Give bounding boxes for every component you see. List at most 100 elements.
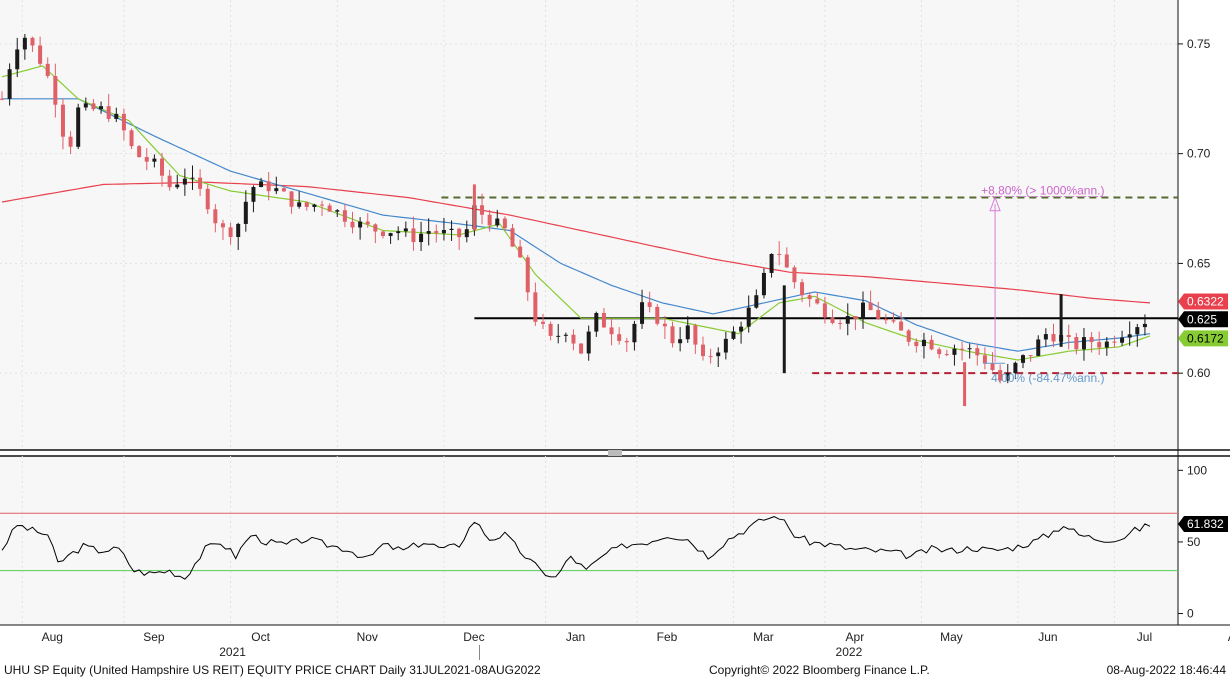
- candle-body: [1142, 323, 1147, 328]
- candle-body: [586, 331, 591, 354]
- candle-body: [579, 343, 584, 354]
- candle-body: [723, 338, 728, 353]
- candle-body: [929, 339, 934, 350]
- candle-spike: [782, 285, 786, 374]
- down-move-label: 4.00% (-84.47%ann.): [991, 371, 1104, 385]
- candle-body: [960, 348, 965, 350]
- candle-body: [662, 323, 667, 327]
- candle-body: [1013, 362, 1018, 374]
- candle-body: [670, 326, 675, 344]
- candle-body: [624, 340, 629, 343]
- candle-body: [487, 214, 492, 226]
- candle-body: [358, 221, 363, 228]
- candle-body: [1043, 334, 1048, 340]
- candle-body: [441, 229, 446, 234]
- candle-body: [396, 231, 401, 234]
- rsi-line: [1, 516, 1151, 580]
- candle-body: [1051, 334, 1056, 342]
- candle-body: [571, 334, 576, 344]
- price-tick-label: 0.65: [1187, 256, 1211, 270]
- ma-long-tag-bg: [1178, 293, 1228, 310]
- candle-body: [121, 113, 126, 131]
- candle-body: [822, 303, 827, 318]
- x-tick-label: Jul: [1137, 630, 1152, 644]
- candle-body: [1135, 327, 1140, 335]
- x-tick-label: Dec: [463, 630, 484, 644]
- rsi-value-tag-bg: [1178, 516, 1228, 532]
- candle-body: [144, 157, 149, 162]
- x-tick-label: Apr: [846, 630, 865, 644]
- candle-body: [533, 292, 538, 322]
- panel-splitter-handle[interactable]: [608, 450, 622, 456]
- candle-body: [449, 228, 454, 230]
- current-price-tag: 0.625: [1178, 311, 1228, 328]
- candle-body: [1127, 334, 1132, 338]
- candle-body: [640, 302, 645, 324]
- candle-body: [647, 302, 652, 307]
- candle-body: [548, 323, 553, 336]
- candle-body: [228, 227, 233, 237]
- candle-body: [419, 233, 424, 243]
- candle-body: [281, 188, 286, 192]
- footer: UHU SP Equity (United Hampshire US REIT)…: [0, 661, 1230, 679]
- candle-body: [403, 228, 408, 232]
- candle-body: [167, 175, 172, 188]
- ma-short-tag-bg: [1178, 330, 1228, 347]
- main-panel-bg: [0, 0, 1178, 450]
- candle-body: [76, 107, 81, 147]
- candle-body: [1104, 341, 1109, 348]
- rsi-panel-bg: [0, 456, 1178, 625]
- x-tick-label: Jun: [1038, 630, 1057, 644]
- candle-body: [731, 331, 736, 339]
- rsi-tick-label: 0: [1187, 607, 1194, 621]
- candle-body: [502, 218, 507, 229]
- candle-body: [15, 49, 20, 70]
- rsi-value-tag: 61.832: [1178, 516, 1228, 532]
- candle-body: [137, 146, 142, 158]
- candle-body: [152, 158, 157, 162]
- candle-body: [693, 325, 698, 345]
- candle-body: [998, 370, 1003, 381]
- candle-body: [91, 103, 96, 110]
- x-tick-label: May: [940, 630, 963, 644]
- candle-body: [1120, 337, 1125, 343]
- ma-long-tag-text: 0.6322: [1187, 294, 1224, 308]
- candle-body: [464, 229, 469, 238]
- candle-body: [1112, 341, 1117, 343]
- candle-body: [259, 181, 264, 187]
- candle-body: [716, 352, 721, 357]
- candle-body: [243, 201, 248, 224]
- ma-long-line: [1, 181, 1151, 304]
- candle-body: [495, 218, 500, 226]
- candle-body: [678, 339, 683, 344]
- candle-body: [60, 104, 65, 137]
- candle-body: [540, 321, 545, 324]
- candle-body: [1036, 339, 1041, 356]
- candle-body: [1081, 337, 1086, 350]
- candle-spike: [472, 184, 476, 231]
- candle-body: [38, 45, 43, 64]
- candle-body: [769, 253, 774, 273]
- price-tick-label: 0.60: [1187, 366, 1211, 380]
- candle-body: [761, 272, 766, 296]
- candle-body: [342, 210, 347, 222]
- x-tick-label: Mar: [753, 630, 774, 644]
- candle-body: [1005, 373, 1010, 381]
- current-price-tag-bg: [1178, 311, 1228, 328]
- x-tick-label: Sep: [143, 630, 165, 644]
- candle-body: [655, 306, 660, 324]
- candle-body: [1089, 337, 1094, 343]
- candle-body: [457, 228, 462, 238]
- candle-body: [213, 209, 218, 224]
- candle-body: [617, 334, 622, 341]
- x-tick-label: Jan: [566, 630, 585, 644]
- candle-body: [975, 348, 980, 356]
- candle-body: [160, 158, 165, 176]
- candle-body: [967, 348, 972, 350]
- ma-short-tag-text: 0.6172: [1187, 331, 1224, 345]
- candle-body: [746, 307, 751, 327]
- candle-body: [609, 327, 614, 335]
- candle-body: [335, 210, 340, 212]
- x-tick-label: Aug: [42, 630, 63, 644]
- current-price-tag-text: 0.625: [1187, 312, 1217, 326]
